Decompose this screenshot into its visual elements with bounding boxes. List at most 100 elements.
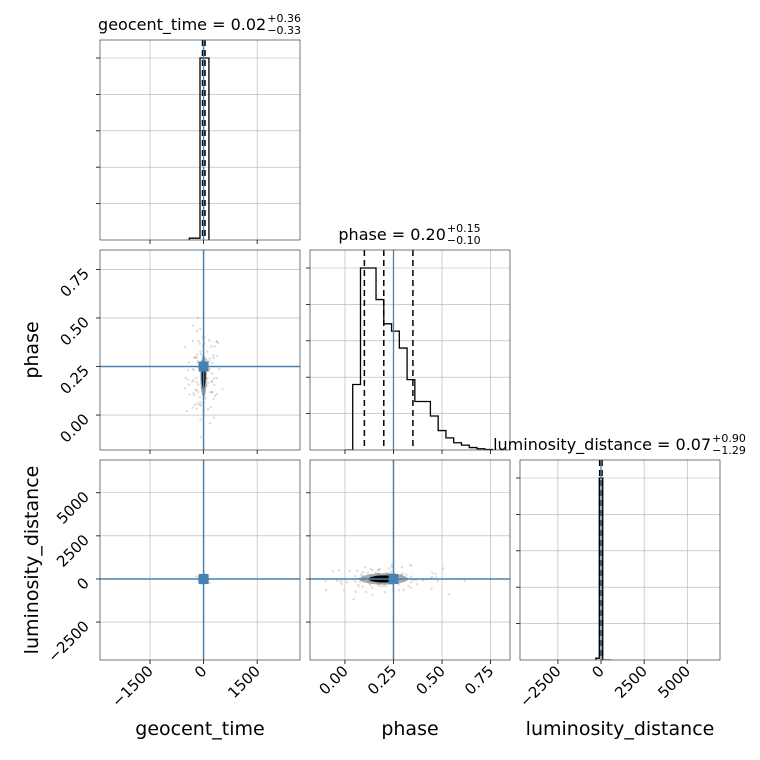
panel-phase-vs-luminosity_distance-point-20	[340, 582, 344, 586]
panel-geocent_time-vs-phase-frame	[99, 249, 301, 451]
panel-phase-vs-luminosity_distance-point-29	[431, 575, 434, 579]
panel-geocent_time-vs-phase-point-102	[213, 394, 217, 398]
panel-geocent_time-vs-phase-point-20	[212, 416, 216, 419]
panel-geocent_time-vs-phase-point-34	[194, 388, 198, 392]
panel-geocent_time-vs-phase-point-17	[196, 360, 199, 363]
panel-geocent_time-vs-phase-point-15	[212, 354, 215, 357]
panel-geocent_time-vs-phase-point-37	[207, 381, 210, 385]
panel-phase-vs-luminosity_distance-point-1	[430, 587, 433, 590]
panel-geocent_time-vs-phase-point-6	[192, 368, 196, 371]
panel-geocent_time-vs-phase-point-29	[205, 359, 209, 362]
panel-geocent_time-vs-phase-point-60	[208, 357, 211, 360]
xtick-label-luminosity_distance-3: 5000	[654, 662, 694, 702]
panel-phase-vs-luminosity_distance-point-10	[376, 583, 379, 586]
xtick-label-geocent_time-0: −1500	[108, 662, 157, 711]
panel-phase-vs-luminosity_distance-point-99	[342, 588, 345, 592]
ytick-label-phase-2: 0.50	[56, 313, 92, 349]
panel-phase-vs-luminosity_distance-point-104	[366, 571, 369, 575]
panel-geocent_time-vs-phase-point-105	[206, 407, 210, 411]
panel-geocent_time-vs-phase-point-72	[196, 316, 200, 320]
panel-phase-vs-luminosity_distance-point-108	[371, 568, 374, 572]
panel-phase-vs-luminosity_distance-point-109	[324, 588, 328, 592]
panel-geocent_time-vs-phase-point-27	[211, 361, 214, 365]
title-phase: phase = 0.20 +0.15−0.10	[338, 222, 480, 247]
panel-geocent_time-vs-phase-point-98	[191, 324, 195, 327]
panel-phase-vs-luminosity_distance-point-3	[463, 579, 466, 582]
panel-phase-vs-luminosity_distance-point-76	[363, 566, 367, 569]
ytick-label-luminosity_distance-1: 0	[73, 574, 92, 593]
hist-geocent_time	[96, 39, 301, 241]
title-text-geocent_time: geocent_time = 0.02	[98, 15, 266, 35]
title-geocent_time: geocent_time = 0.02 +0.36−0.33	[98, 12, 301, 37]
panel-geocent_time-vs-phase-point-47	[199, 350, 202, 353]
panel-geocent_time-vs-luminosity_distance-bg	[100, 460, 300, 660]
panel-geocent_time-vs-phase-point-19	[191, 380, 194, 383]
panel-geocent_time-vs-phase-point-70	[197, 390, 200, 394]
panel-geocent_time-vs-phase-point-1	[198, 342, 202, 345]
panel-geocent_time-vs-phase-point-10	[210, 380, 213, 383]
panel-geocent_time-vs-phase-point-55	[215, 340, 219, 343]
panel-geocent_time-vs-phase-point-53	[183, 345, 187, 349]
ylabel-phase: phase	[21, 321, 43, 378]
xlabel-luminosity_distance: luminosity_distance	[526, 718, 715, 740]
panel-phase-vs-luminosity_distance-point-13	[387, 567, 391, 570]
panel-geocent_time-vs-phase-point-49	[195, 388, 198, 392]
panel-phase-vs-luminosity_distance-point-94	[448, 593, 451, 596]
hist-phase	[306, 249, 511, 451]
panel-geocent_time-vs-phase-point-23	[206, 377, 209, 380]
panel-phase-vs-luminosity_distance-point-50	[381, 585, 384, 588]
xtick-label-phase-1: 0.25	[364, 662, 400, 698]
panel-geocent_time-vs-phase-point-93	[211, 390, 215, 394]
panel-phase-vs-luminosity_distance-point-101	[399, 573, 403, 576]
panel-geocent_time-vs-phase-point-106	[185, 409, 188, 413]
panel-geocent_time-vs-phase-point-62	[215, 376, 218, 380]
panel-phase-vs-luminosity_distance-point-74	[378, 584, 381, 588]
panel-phase-vs-luminosity_distance-truth-marker	[388, 573, 399, 584]
panel-phase-vs-luminosity_distance-point-75	[402, 588, 405, 591]
xtick-label-phase-3: 0.75	[461, 662, 497, 698]
ytick-label-luminosity_distance-0: −2500	[44, 617, 93, 666]
panel-phase-vs-luminosity_distance-point-40	[434, 572, 437, 576]
panel-geocent_time-vs-phase-point-103	[192, 392, 195, 395]
ytick-label-phase-1: 0.25	[56, 362, 92, 398]
panel-geocent_time-vs-phase-point-56	[209, 390, 213, 394]
panel-phase-vs-luminosity_distance-point-67	[410, 564, 413, 567]
panel-geocent_time-vs-phase-point-39	[215, 392, 218, 396]
panel-geocent_time-vs-phase-point-11	[208, 359, 211, 363]
panel-phase-vs-luminosity_distance-point-16	[361, 585, 365, 588]
panel-geocent_time-vs-phase-point-69	[195, 356, 198, 359]
panel-geocent_time-vs-phase-point-31	[187, 383, 191, 386]
panel-phase-vs-luminosity_distance-point-106	[378, 568, 382, 571]
panel-geocent_time-vs-phase	[99, 249, 301, 451]
panel-geocent_time-vs-phase-point-54	[204, 397, 207, 400]
panel-phase-vs-luminosity_distance-point-7	[377, 572, 381, 575]
panel-geocent_time-vs-phase-point-76	[192, 378, 195, 382]
xtick-label-phase-0: 0.00	[315, 662, 351, 698]
xtick-label-geocent_time-2: 1500	[224, 662, 264, 702]
panel-phase-vs-luminosity_distance-point-18	[345, 580, 349, 584]
xlabel-geocent_time: geocent_time	[135, 718, 264, 740]
xtick-label-luminosity_distance-2: 2500	[611, 662, 651, 702]
panel-geocent_time-vs-phase-point-84	[212, 377, 216, 380]
panel-geocent_time-vs-phase-point-2	[205, 384, 209, 387]
panel-geocent_time-vs-phase-point-22	[195, 381, 199, 384]
panel-phase-vs-luminosity_distance-point-69	[354, 590, 357, 593]
panel-geocent_time-vs-phase-point-90	[194, 356, 197, 359]
panel-phase-vs-luminosity_distance-point-81	[369, 574, 372, 577]
panel-phase-vs-luminosity_distance-point-102	[390, 565, 393, 569]
panel-geocent_time-vs-phase-point-68	[218, 367, 221, 370]
panel-geocent_time-vs-phase-point-48	[208, 422, 212, 425]
panel-geocent_time-vs-phase-point-94	[195, 329, 199, 333]
panel-geocent_time-vs-phase-inner	[100, 250, 300, 450]
panel-geocent_time-vs-phase-point-24	[187, 361, 191, 364]
panel-geocent_time-vs-luminosity_distance-point-65	[194, 575, 198, 578]
panel-geocent_time-vs-phase-point-82	[198, 395, 202, 399]
xlabel-phase: phase	[381, 718, 438, 740]
panel-geocent_time-vs-luminosity_distance-inner	[100, 460, 300, 660]
panel-geocent_time-vs-luminosity_distance-point-86	[208, 581, 211, 585]
title-minus-phase: −0.10	[447, 234, 481, 247]
panel-geocent_time-vs-phase-point-95	[197, 383, 200, 386]
panel-geocent_time-vs-phase-point-71	[212, 397, 215, 401]
panel-geocent_time-vs-phase-point-61	[210, 345, 213, 348]
panel-geocent_time-vs-phase-point-7	[191, 368, 195, 371]
